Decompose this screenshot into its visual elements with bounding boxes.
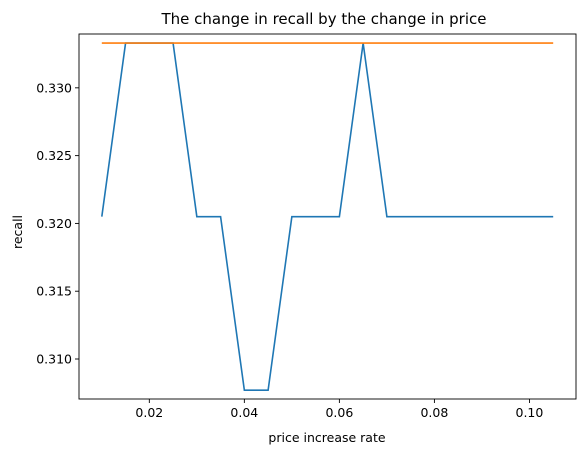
y-tick-label: 0.315 xyxy=(36,284,72,299)
x-tick-label: 0.02 xyxy=(135,405,163,420)
x-axis: 0.02 0.04 0.06 0.08 0.10 xyxy=(135,399,543,420)
series-layer xyxy=(101,42,554,391)
y-tick-label: 0.310 xyxy=(36,352,72,367)
x-tick-label: 0.08 xyxy=(420,405,448,420)
y-axis-label: recall xyxy=(10,215,25,249)
x-tick-label: 0.04 xyxy=(230,405,258,420)
x-tick-label: 0.06 xyxy=(325,405,353,420)
series-line-1 xyxy=(101,42,554,391)
y-tick-label: 0.320 xyxy=(36,216,72,231)
chart-title: The change in recall by the change in pr… xyxy=(161,10,487,28)
y-axis: 0.310 0.315 0.320 0.325 0.330 xyxy=(36,80,79,367)
plot-frame xyxy=(78,33,577,400)
y-tick-label: 0.325 xyxy=(36,148,72,163)
x-axis-label: price increase rate xyxy=(268,430,385,445)
x-tick-label: 0.10 xyxy=(516,405,544,420)
y-tick-label: 0.330 xyxy=(36,80,72,95)
